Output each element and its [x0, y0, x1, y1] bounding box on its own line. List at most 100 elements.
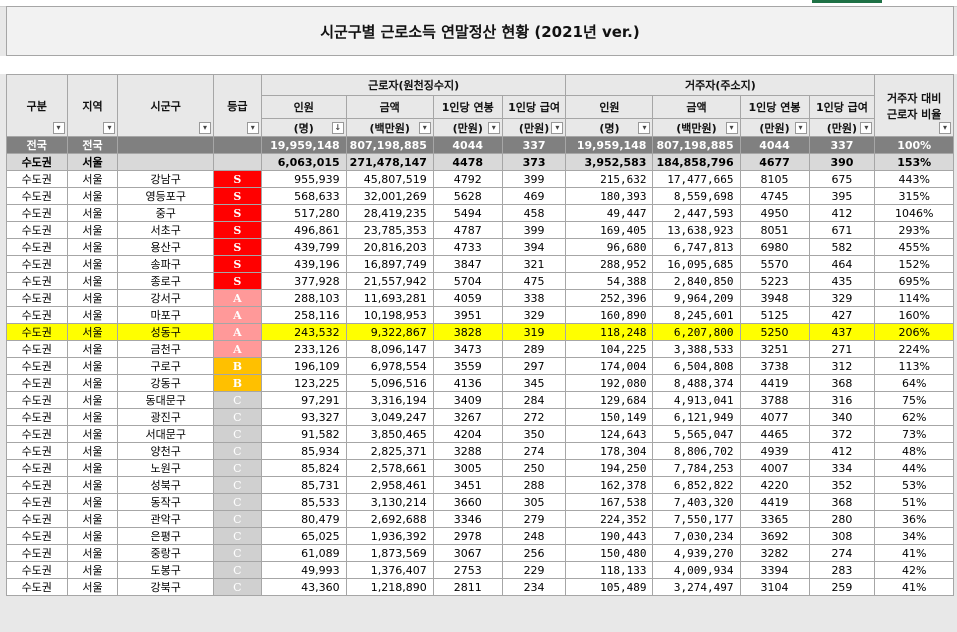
cell-grade[interactable]: S: [212, 221, 262, 239]
table-row[interactable]: 수도권 서울 강북구 C 43,360 1,218,890 2811 234 105,489 3,…: [6, 578, 954, 596]
cell-ratio[interactable]: 42%: [874, 561, 954, 579]
cell-w-pay[interactable]: 234: [501, 578, 567, 596]
filter-dropdown-icon[interactable]: ▾: [939, 122, 951, 134]
cell-ratio[interactable]: 41%: [874, 578, 954, 596]
cell-r-sal[interactable]: 3738: [739, 357, 810, 375]
cell-r-sal[interactable]: 4007: [739, 459, 810, 477]
cell-region[interactable]: 전국: [66, 136, 119, 154]
cell-grade[interactable]: S: [212, 204, 262, 222]
cell-r-pay[interactable]: 271: [808, 340, 876, 358]
cell-w-people[interactable]: 93,327: [260, 408, 347, 426]
cell-w-pay[interactable]: 289: [501, 340, 567, 358]
cell-region[interactable]: 서울: [66, 510, 119, 528]
cell-r-sal[interactable]: 3394: [739, 561, 810, 579]
cell-r-sal[interactable]: 3948: [739, 289, 810, 307]
cell-w-pay[interactable]: 288: [501, 476, 567, 494]
cell-region[interactable]: 서울: [66, 238, 119, 256]
cell-w-people[interactable]: 49,993: [260, 561, 347, 579]
cell-grade[interactable]: C: [212, 544, 262, 562]
cell-w-people[interactable]: 439,799: [260, 238, 347, 256]
cell-sigungu[interactable]: 동작구: [117, 493, 214, 511]
cell-w-people[interactable]: 6,063,015: [260, 153, 347, 171]
cell-gubun[interactable]: 수도권: [6, 510, 68, 528]
cell-grade[interactable]: C: [212, 442, 262, 460]
cell-region[interactable]: 서울: [66, 561, 119, 579]
cell-w-sal[interactable]: 3473: [432, 340, 503, 358]
cell-grade[interactable]: [212, 136, 262, 154]
cell-r-pay[interactable]: 671: [808, 221, 876, 239]
cell-r-pay[interactable]: 334: [808, 459, 876, 477]
cell-r-amount[interactable]: 8,559,698: [652, 187, 741, 205]
cell-r-people[interactable]: 104,225: [565, 340, 654, 358]
cell-w-pay[interactable]: 458: [501, 204, 567, 222]
cell-r-amount[interactable]: 807,198,885: [652, 136, 741, 154]
cell-region[interactable]: 서울: [66, 221, 119, 239]
cell-w-sal[interactable]: 4787: [432, 221, 503, 239]
cell-sigungu[interactable]: [117, 153, 214, 171]
cell-w-pay[interactable]: 284: [501, 391, 567, 409]
cell-r-pay[interactable]: 329: [808, 289, 876, 307]
cell-grade[interactable]: C: [212, 561, 262, 579]
cell-r-people[interactable]: 194,250: [565, 459, 654, 477]
cell-w-sal[interactable]: 5628: [432, 187, 503, 205]
cell-r-people[interactable]: 160,890: [565, 306, 654, 324]
cell-ratio[interactable]: 160%: [874, 306, 954, 324]
cell-gubun[interactable]: 수도권: [6, 153, 68, 171]
table-row[interactable]: 수도권 서울 종로구 S 377,928 21,557,942 5704 475 54,388 2…: [6, 272, 954, 290]
cell-w-pay[interactable]: 329: [501, 306, 567, 324]
filter-dropdown-icon[interactable]: ▾: [638, 122, 651, 134]
cell-r-sal[interactable]: 6980: [739, 238, 810, 256]
cell-w-pay[interactable]: 250: [501, 459, 567, 477]
cell-ratio[interactable]: 114%: [874, 289, 954, 307]
cell-w-sal[interactable]: 4478: [432, 153, 503, 171]
cell-r-people[interactable]: 252,396: [565, 289, 654, 307]
cell-r-amount[interactable]: 7,403,320: [652, 493, 741, 511]
cell-r-pay[interactable]: 390: [808, 153, 876, 171]
cell-region[interactable]: 서울: [66, 374, 119, 392]
cell-w-pay[interactable]: 394: [501, 238, 567, 256]
cell-r-people[interactable]: 150,149: [565, 408, 654, 426]
cell-w-amount[interactable]: 6,978,554: [345, 357, 434, 375]
cell-r-sal[interactable]: 4419: [739, 493, 810, 511]
cell-r-people[interactable]: 49,447: [565, 204, 654, 222]
cell-r-sal[interactable]: 3692: [739, 527, 810, 545]
cell-w-pay[interactable]: 274: [501, 442, 567, 460]
cell-sigungu[interactable]: 도봉구: [117, 561, 214, 579]
cell-grade[interactable]: C: [212, 476, 262, 494]
cell-w-amount[interactable]: 3,316,194: [345, 391, 434, 409]
cell-gubun[interactable]: 수도권: [6, 306, 68, 324]
table-row[interactable]: 전국 전국 19,959,148 807,198,885 4044 337 19,959,1…: [6, 136, 954, 154]
cell-r-sal[interactable]: 3282: [739, 544, 810, 562]
cell-sigungu[interactable]: 강북구: [117, 578, 214, 596]
filter-dropdown-icon[interactable]: ▾: [418, 122, 431, 134]
cell-r-people[interactable]: 118,248: [565, 323, 654, 341]
cell-r-amount[interactable]: 9,964,209: [652, 289, 741, 307]
table-row[interactable]: 수도권 서울 성북구 C 85,731 2,958,461 3451 288 162,378 6,…: [6, 476, 954, 494]
cell-r-sal[interactable]: 3251: [739, 340, 810, 358]
cell-w-pay[interactable]: 297: [501, 357, 567, 375]
table-row[interactable]: 수도권 서울 용산구 S 439,799 20,816,203 4733 394 96,680 6…: [6, 238, 954, 256]
cell-grade[interactable]: S: [212, 187, 262, 205]
filter-dropdown-icon[interactable]: ▾: [794, 122, 807, 134]
cell-w-sal[interactable]: 4059: [432, 289, 503, 307]
table-row[interactable]: 수도권 서울 광진구 C 93,327 3,049,247 3267 272 150,149 6,…: [6, 408, 954, 426]
cell-w-amount[interactable]: 28,419,235: [345, 204, 434, 222]
cell-w-sal[interactable]: 2811: [432, 578, 503, 596]
cell-grade[interactable]: C: [212, 459, 262, 477]
cell-ratio[interactable]: 1046%: [874, 204, 954, 222]
cell-r-people[interactable]: 19,959,148: [565, 136, 654, 154]
cell-sigungu[interactable]: 마포구: [117, 306, 214, 324]
cell-r-sal[interactable]: 4939: [739, 442, 810, 460]
cell-r-sal[interactable]: 8105: [739, 170, 810, 188]
cell-grade[interactable]: C: [212, 493, 262, 511]
cell-region[interactable]: 서울: [66, 323, 119, 341]
cell-w-pay[interactable]: 256: [501, 544, 567, 562]
cell-w-amount[interactable]: 2,958,461: [345, 476, 434, 494]
cell-w-amount[interactable]: 807,198,885: [345, 136, 434, 154]
table-row[interactable]: 수도권 서울 강동구 B 123,225 5,096,516 4136 345 192,080 8…: [6, 374, 954, 392]
cell-grade[interactable]: A: [212, 306, 262, 324]
cell-gubun[interactable]: 수도권: [6, 221, 68, 239]
cell-sigungu[interactable]: 서초구: [117, 221, 214, 239]
cell-region[interactable]: 서울: [66, 476, 119, 494]
cell-ratio[interactable]: 206%: [874, 323, 954, 341]
